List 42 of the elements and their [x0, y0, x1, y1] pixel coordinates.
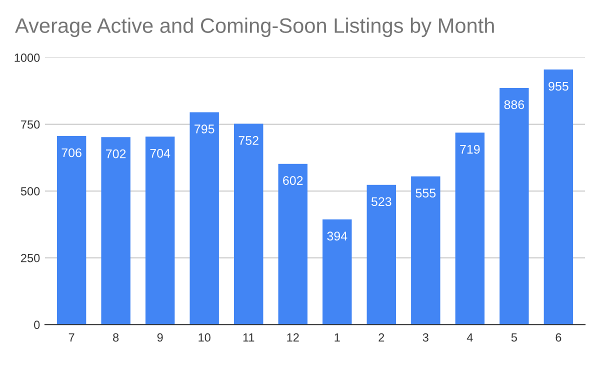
x-tick-label: 12 — [287, 333, 299, 342]
y-tick-label: 500 — [20, 187, 40, 196]
bar — [101, 137, 130, 325]
data-label: 394 — [327, 232, 348, 241]
data-label: 795 — [194, 124, 214, 134]
x-tick-label: 8 — [113, 333, 119, 342]
x-tick-label: 3 — [422, 333, 428, 342]
data-label: 523 — [371, 197, 392, 206]
x-tick-label: 6 — [556, 333, 562, 342]
bar — [145, 136, 175, 325]
x-tick-label: 2 — [378, 333, 384, 342]
bar — [455, 132, 485, 325]
bar — [234, 124, 264, 325]
bar — [366, 184, 396, 325]
x-tick-label: 11 — [243, 333, 254, 342]
bar — [500, 88, 529, 325]
data-label: 704 — [150, 148, 170, 158]
bar — [56, 136, 86, 325]
data-label: 702 — [106, 149, 126, 158]
bar — [411, 176, 440, 325]
bar — [190, 112, 219, 325]
y-tick-label: 750 — [21, 120, 40, 129]
data-label: 955 — [548, 82, 568, 91]
data-label: 555 — [416, 188, 436, 198]
y-tick-label: 250 — [21, 254, 40, 262]
x-tick-label: 1 — [334, 333, 340, 342]
bar — [278, 164, 308, 325]
x-tick-label: 4 — [466, 333, 473, 342]
x-tick-label: 5 — [511, 333, 517, 342]
y-tick-label: 0 — [34, 320, 40, 330]
y-tick-label: 1000 — [14, 54, 40, 62]
x-tick-label: 10 — [198, 333, 210, 342]
data-label: 602 — [283, 176, 303, 185]
data-label: 719 — [460, 144, 480, 154]
data-label: 752 — [238, 136, 258, 145]
x-tick-label: 7 — [68, 333, 74, 342]
data-label: 706 — [62, 148, 82, 158]
bar — [322, 219, 352, 325]
bar — [544, 70, 574, 325]
data-label: 886 — [504, 100, 524, 110]
chart-title: Average Active and Coming-Soon Listings by Month — [15, 18, 494, 38]
x-tick-label: 9 — [157, 333, 163, 342]
